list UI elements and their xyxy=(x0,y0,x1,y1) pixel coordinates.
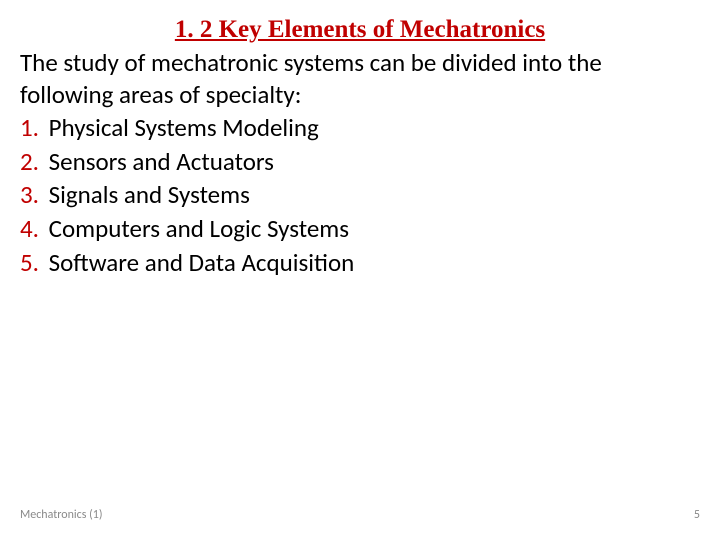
slide-footer: Mechatronics (1) 5 xyxy=(20,508,700,522)
item-label: Physical Systems Modeling xyxy=(49,112,319,143)
section-title: 1. 2 Key Elements of Mechatronics xyxy=(20,14,700,45)
item-label: Sensors and Actuators xyxy=(49,146,274,177)
item-number: 4. xyxy=(20,213,39,244)
item-number: 5. xyxy=(20,247,39,278)
item-label: Signals and Systems xyxy=(49,179,250,210)
intro-text: The study of mechatronic systems can be … xyxy=(20,47,700,110)
item-number: 3. xyxy=(20,179,39,210)
footer-left: Mechatronics (1) xyxy=(20,508,102,522)
item-number: 1. xyxy=(20,112,39,143)
specialty-list: 1. Physical Systems Modeling 2. Sensors … xyxy=(20,111,700,280)
item-label: Computers and Logic Systems xyxy=(49,213,349,244)
slide: 1. 2 Key Elements of Mechatronics The st… xyxy=(0,0,720,540)
list-item: 2. Sensors and Actuators xyxy=(20,145,700,179)
page-number: 5 xyxy=(694,508,700,522)
list-item: 1. Physical Systems Modeling xyxy=(20,111,700,145)
item-number: 2. xyxy=(20,146,39,177)
list-item: 3. Signals and Systems xyxy=(20,178,700,212)
list-item: 5. Software and Data Acquisition xyxy=(20,246,700,280)
item-label: Software and Data Acquisition xyxy=(49,247,355,278)
list-item: 4. Computers and Logic Systems xyxy=(20,212,700,246)
